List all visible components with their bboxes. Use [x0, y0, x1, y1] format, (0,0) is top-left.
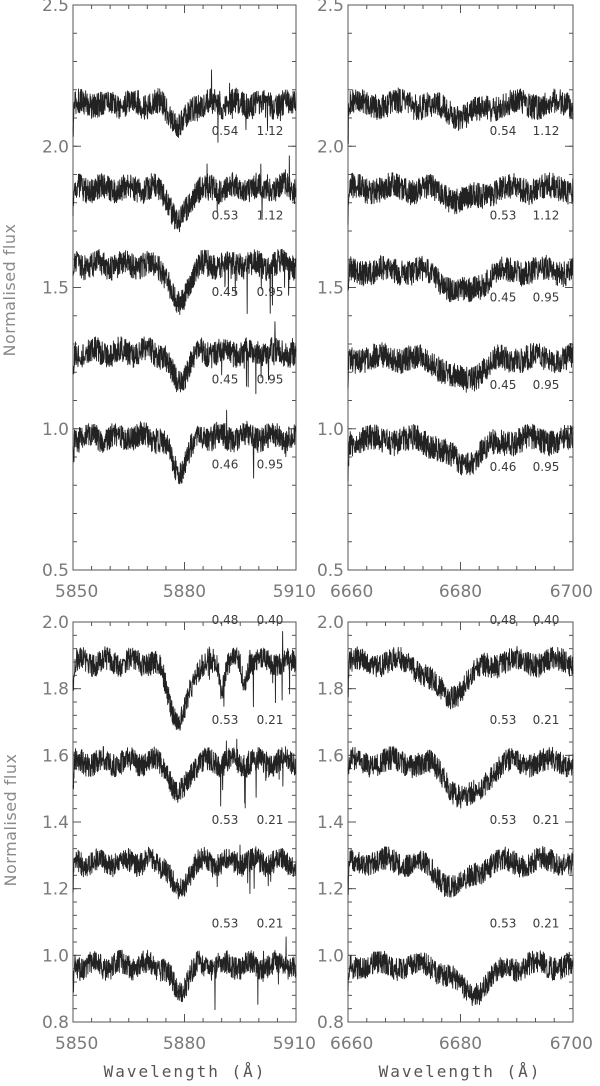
y-tick-label: 0.5 [317, 561, 344, 581]
y-tick-label: 1.5 [42, 279, 69, 299]
y-tick-label: 1.0 [42, 420, 69, 440]
spectrum-annotation: 1.12 [257, 209, 284, 223]
spectrum-annotation: 1.12 [257, 124, 284, 138]
spectrum-annotation: 0.95 [257, 373, 284, 387]
spectrum-line [347, 254, 574, 303]
x-tick-label: 6680 [439, 1034, 482, 1054]
spectrum-annotation: 0.53 [212, 813, 239, 827]
spectrum-annotation: 1.12 [533, 124, 560, 138]
y-tick-label: 1.6 [317, 746, 344, 766]
x-axis-label-right: Wavelength (Å) [379, 1062, 542, 1081]
x-tick-label: 5880 [163, 582, 206, 602]
spectrum-annotation: 0.21 [533, 916, 560, 930]
spectrum-annotation: 1.12 [533, 209, 560, 223]
panel-bottom-right: 0.8 1.0 1.2 1.4 1.6 1.8 2.0 6660 6680 6700 0.48 0.4… [317, 613, 593, 1054]
y-tick-label: 2.0 [317, 613, 344, 633]
x-tick-label: 5850 [55, 1034, 98, 1054]
spectrum-annotation: 0.53 [212, 713, 239, 727]
panel-bottom-left: 0.8 1.0 1.2 1.4 1.6 1.8 2.0 5850 5880 5910 0.48 0.4… [42, 613, 316, 1054]
spectrum-line [72, 248, 297, 315]
y-tick-label: 1.0 [317, 420, 344, 440]
y-tick-label: 1.2 [42, 880, 69, 900]
spectrum-annotation: 0.95 [257, 457, 284, 471]
spectrum-line [72, 69, 297, 143]
x-tick-label: 5850 [55, 582, 98, 602]
x-tick-label: 6680 [439, 582, 482, 602]
y-tick-label: 1.0 [42, 946, 69, 966]
panel-top-right: 0.5 1.0 1.5 2.0 2.5 6660 6680 6700 0.54 1.12 0.53 1… [317, 0, 593, 602]
spectrum-annotation: 0.95 [533, 460, 560, 474]
spectrum-annotation: 0.48 [212, 613, 239, 627]
x-tick-label: 5880 [163, 1034, 206, 1054]
spectrum-annotation: 0.40 [257, 613, 284, 627]
spectrum-annotation: 0.53 [212, 916, 239, 930]
spectrum-annotation: 0.53 [490, 916, 517, 930]
spectrum-line [72, 844, 297, 900]
spectrum-annotation: 0.54 [490, 124, 517, 138]
spectrum-line [347, 746, 574, 809]
y-tick-label: 1.4 [42, 813, 69, 833]
spectrum-annotation: 0.21 [257, 916, 284, 930]
x-tick-label: 6660 [330, 582, 373, 602]
spectrum-annotation: 0.21 [257, 813, 284, 827]
spectrum-annotation: 0.46 [212, 457, 239, 471]
y-tick-label: 1.8 [317, 680, 344, 700]
spectrum-line [347, 423, 574, 482]
x-tick-label: 6700 [550, 582, 593, 602]
spectrum-annotation: 0.46 [490, 460, 517, 474]
y-tick-label: 2.0 [42, 613, 69, 633]
spectrum-annotation: 0.21 [533, 713, 560, 727]
spectrum-annotation: 0.53 [490, 209, 517, 223]
y-tick-label: 0.8 [42, 1013, 69, 1033]
x-axis-label-left: Wavelength (Å) [104, 1062, 267, 1081]
spectrum-annotation: 0.53 [490, 813, 517, 827]
y-tick-label: 1.0 [317, 946, 344, 966]
y-tick-label: 1.5 [317, 279, 344, 299]
spectrum-line [72, 738, 297, 809]
x-tick-label: 5910 [273, 582, 316, 602]
spectrum-line [347, 172, 574, 225]
spectrum-annotation: 0.45 [212, 373, 239, 387]
spectrum-annotation: 0.53 [212, 209, 239, 223]
y-tick-label: 2.5 [42, 0, 69, 16]
spectrum-annotation: 0.45 [212, 285, 239, 299]
y-tick-label: 0.8 [317, 1013, 344, 1033]
x-tick-label: 6660 [330, 1034, 373, 1054]
x-tick-label: 5910 [273, 1034, 316, 1054]
spectrum-line [347, 845, 574, 898]
spectrum-line [72, 631, 297, 731]
spectrum-line [347, 950, 574, 1007]
y-tick-label: 2.5 [317, 0, 344, 16]
spectrum-line [72, 321, 297, 395]
spectrum-line [347, 342, 574, 393]
spectrum-line [72, 936, 297, 1011]
spectrum-annotation: 0.53 [490, 713, 517, 727]
y-tick-label: 2.0 [317, 137, 344, 157]
spectrum-annotation: 0.21 [257, 713, 284, 727]
spectrum-annotation: 0.45 [490, 378, 517, 392]
y-axis-label-top: Normalised flux [0, 224, 19, 357]
spectrum-line [72, 409, 297, 485]
spectrum-line [347, 646, 574, 710]
spectrum-annotation: 0.45 [490, 291, 517, 305]
y-tick-label: 0.5 [42, 561, 69, 581]
y-tick-label: 1.8 [42, 680, 69, 700]
y-tick-label: 1.4 [317, 813, 344, 833]
spectrum-annotation: 0.54 [212, 124, 239, 138]
spectrum-line [347, 87, 574, 145]
spectrum-annotation: 0.40 [533, 613, 560, 627]
y-tick-label: 2.0 [42, 137, 69, 157]
spectrum-annotation: 0.95 [533, 291, 560, 305]
panel-top-left: 0.5 1.0 1.5 2.0 2.5 5850 5880 5910 0.54 1.12 0.53 1… [42, 0, 316, 602]
spectrum-annotation: 0.21 [533, 813, 560, 827]
spectrum-annotation: 0.95 [533, 378, 560, 392]
y-tick-label: 1.2 [317, 880, 344, 900]
spectrum-line [72, 155, 297, 233]
y-axis-label-bottom: Normalised flux [1, 754, 20, 887]
x-tick-label: 6700 [550, 1034, 593, 1054]
spectrum-annotation: 0.48 [490, 613, 517, 627]
spectrum-annotation: 0.95 [257, 285, 284, 299]
y-tick-label: 1.6 [42, 746, 69, 766]
